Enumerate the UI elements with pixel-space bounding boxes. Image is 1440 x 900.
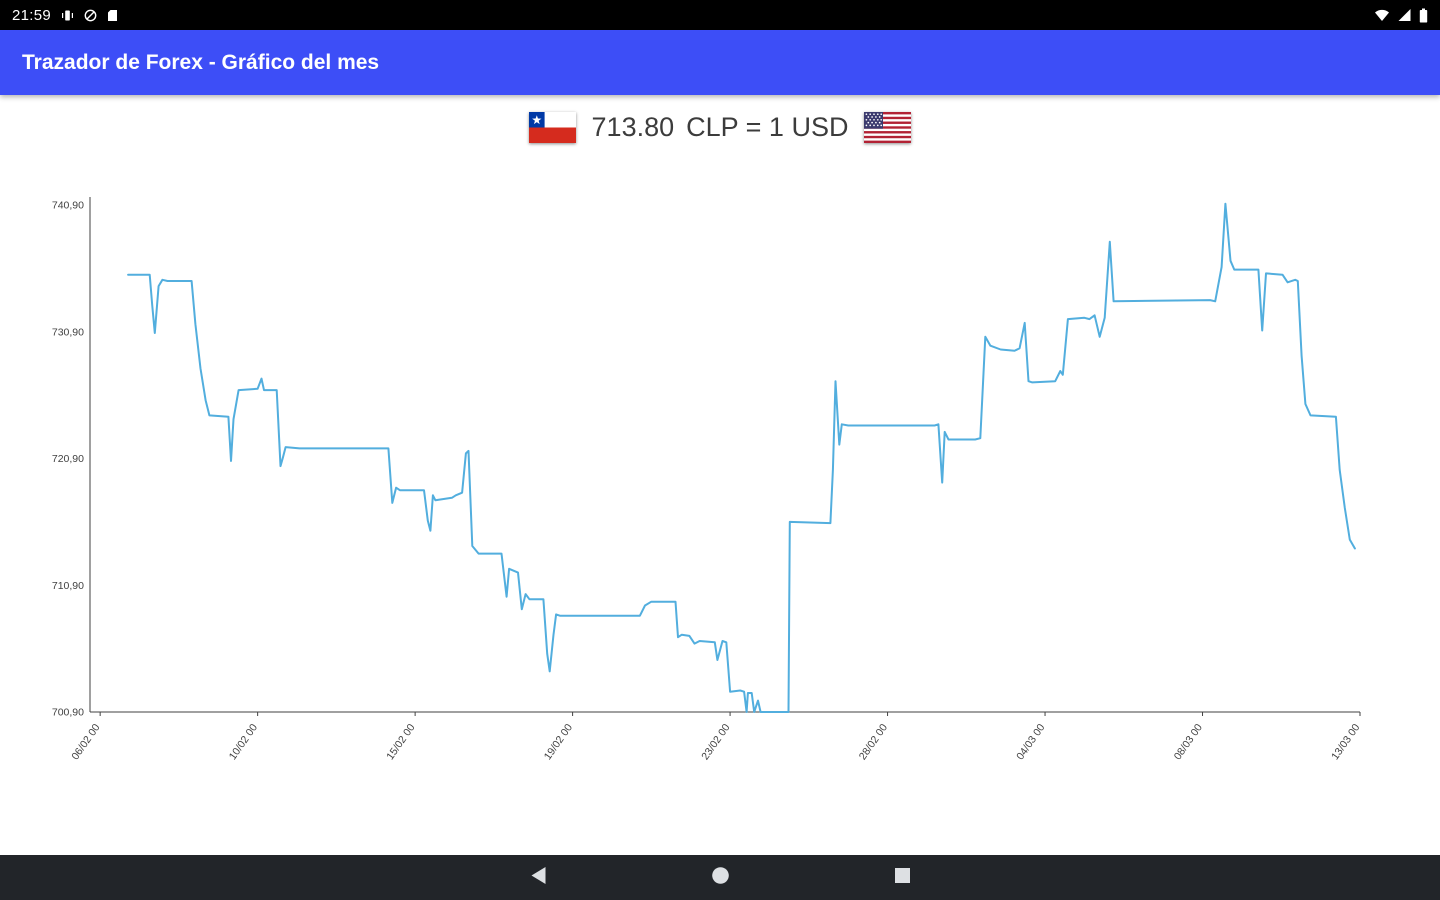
battery-icon — [1419, 8, 1428, 23]
svg-text:730,90: 730,90 — [52, 326, 84, 338]
clock-text: 21:59 — [12, 6, 52, 24]
svg-text:700,90: 700,90 — [52, 707, 84, 719]
do-not-disturb-icon — [84, 9, 97, 22]
svg-text:23/02 00: 23/02 00 — [699, 722, 732, 762]
status-bar-right — [1374, 8, 1428, 23]
svg-text:13/03 00: 13/03 00 — [1329, 722, 1362, 762]
status-bar: 21:59 — [0, 0, 1440, 30]
back-button[interactable] — [518, 858, 558, 898]
wifi-icon — [1374, 8, 1390, 22]
svg-text:08/03 00: 08/03 00 — [1172, 722, 1205, 762]
app-bar: Trazador de Forex - Gráfico del mes — [0, 30, 1440, 95]
svg-text:06/02 00: 06/02 00 — [69, 722, 102, 762]
quote-header: 713.80 CLP = 1 USD — [0, 104, 1440, 150]
back-icon — [530, 866, 547, 890]
svg-text:19/02 00: 19/02 00 — [542, 722, 575, 762]
recents-icon — [894, 867, 911, 889]
svg-text:10/02 00: 10/02 00 — [227, 722, 260, 762]
home-button[interactable] — [700, 858, 740, 898]
vibrate-icon — [61, 9, 74, 22]
app-title: Trazador de Forex - Gráfico del mes — [22, 50, 380, 74]
recents-button[interactable] — [882, 858, 922, 898]
exchange-rate-text: 713.80 CLP = 1 USD — [592, 112, 849, 143]
rate-value: 713.80 — [591, 111, 675, 142]
svg-text:720,90: 720,90 — [52, 453, 84, 465]
us-flag-icon — [864, 111, 912, 143]
status-bar-left: 21:59 — [12, 7, 118, 24]
chile-flag-icon — [528, 111, 576, 143]
svg-text:740,90: 740,90 — [52, 200, 84, 212]
forex-line-chart: 740,90 730,90 720,90 710,90 700,90 06/02 00 10… — [52, 197, 1363, 762]
home-icon — [711, 866, 730, 890]
svg-text:04/03 00: 04/03 00 — [1014, 722, 1047, 762]
cellular-signal-icon — [1397, 8, 1412, 22]
svg-text:710,90: 710,90 — [52, 580, 84, 592]
rate-label: CLP = 1 USD — [686, 111, 849, 142]
chart-container[interactable]: 740,90 730,90 720,90 710,90 700,90 06/02 00 10… — [0, 180, 1440, 860]
sd-card-icon — [107, 9, 118, 22]
svg-text:28/02 00: 28/02 00 — [857, 722, 890, 762]
navigation-bar — [0, 855, 1440, 900]
svg-text:15/02 00: 15/02 00 — [384, 722, 417, 762]
